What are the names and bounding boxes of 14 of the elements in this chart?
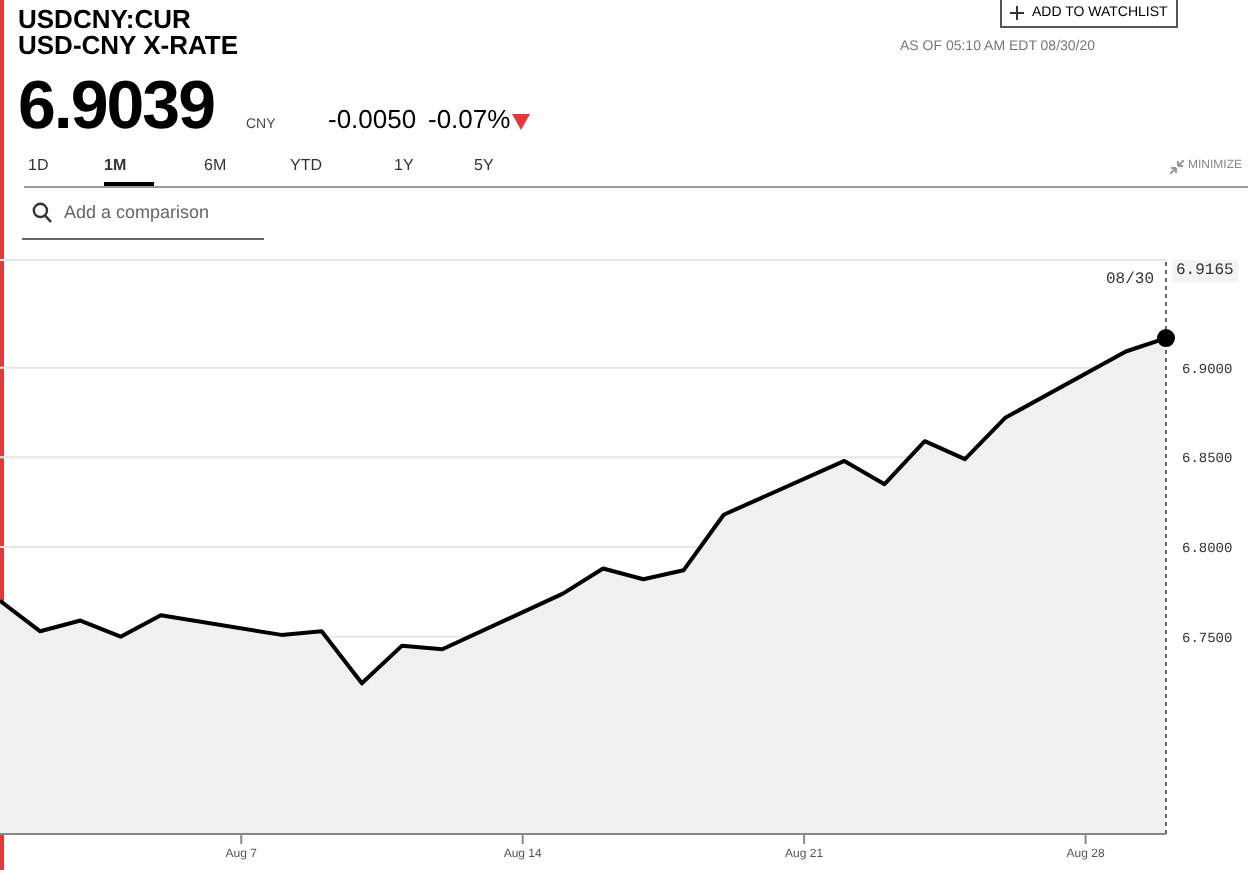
text: 1D xyxy=(28,156,49,174)
text: -0.07% xyxy=(428,104,511,134)
text: YTD xyxy=(290,156,322,174)
chart-title: USDCNY:CUR xyxy=(18,4,191,34)
text: 5Y xyxy=(474,156,494,174)
text: 6.9039 xyxy=(18,68,214,146)
text: Add a comparison xyxy=(64,202,210,222)
text: -0.0050 xyxy=(328,104,417,134)
text: 1Y xyxy=(394,156,414,174)
text: 6.9165 xyxy=(1172,260,1238,282)
text: 6M xyxy=(204,156,227,174)
text: 1M xyxy=(104,156,127,174)
chart-subtitle: USD-CNY X-RATE xyxy=(18,30,239,60)
ref-line-label: 08/30 xyxy=(1105,271,1155,290)
